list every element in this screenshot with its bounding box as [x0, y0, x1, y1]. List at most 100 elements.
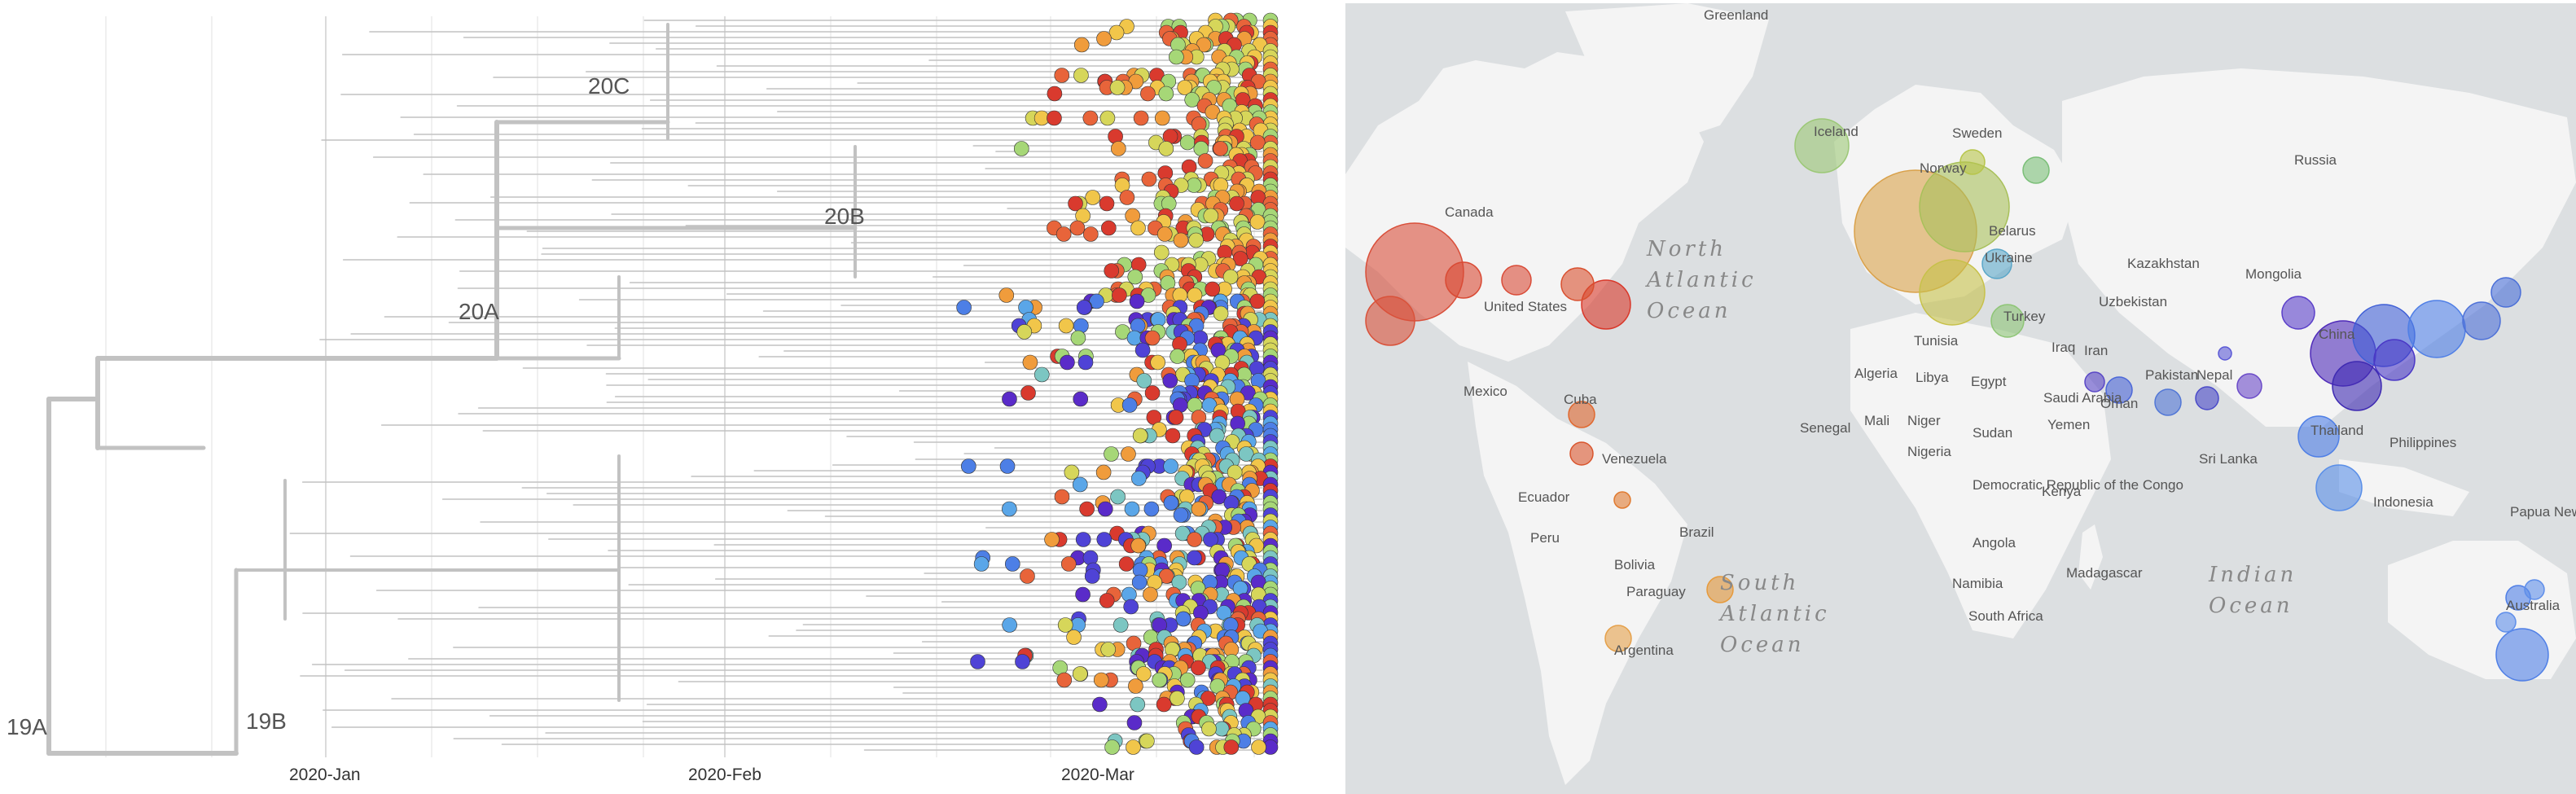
tip-node[interactable]	[1150, 354, 1165, 371]
tip-node[interactable]	[1170, 691, 1185, 706]
location-bubble[interactable]	[1569, 441, 1594, 466]
tip-node[interactable]	[1163, 458, 1178, 474]
tip-node[interactable]	[1128, 678, 1143, 694]
tip-node[interactable]	[1068, 195, 1083, 212]
location-bubble[interactable]	[1581, 279, 1631, 330]
tip-node[interactable]	[1187, 532, 1202, 547]
tip-node[interactable]	[1152, 672, 1168, 688]
tip-node[interactable]	[1121, 397, 1138, 413]
location-bubble[interactable]	[2524, 579, 2545, 600]
tip-node[interactable]	[1191, 660, 1206, 676]
tip-node[interactable]	[1015, 654, 1030, 669]
tip-node[interactable]	[1119, 190, 1135, 205]
tip-node[interactable]	[1109, 80, 1126, 95]
location-bubble[interactable]	[1568, 401, 1595, 428]
tip-node[interactable]	[1211, 489, 1227, 505]
location-bubble[interactable]	[2373, 339, 2416, 381]
tip-node[interactable]	[1173, 232, 1189, 248]
tip-node[interactable]	[1201, 721, 1217, 737]
tip-node[interactable]	[1175, 611, 1191, 627]
tip-node[interactable]	[1082, 110, 1099, 126]
phylogenetic-tree-panel[interactable]: 19A 19B 20A 20B 20C 2020-Jan 2020-Feb 20…	[0, 0, 1303, 794]
tip-node[interactable]	[1203, 208, 1219, 224]
tip-node[interactable]	[1070, 330, 1086, 346]
tip-node[interactable]	[1104, 446, 1119, 462]
tip-node[interactable]	[1126, 739, 1141, 755]
tip-node[interactable]	[1169, 49, 1184, 65]
tip-node[interactable]	[1072, 666, 1088, 682]
tip-node[interactable]	[1249, 293, 1266, 309]
world-map-panel[interactable]: Greenland Iceland Sweden Russia Canada N…	[1345, 3, 2576, 794]
tip-node[interactable]	[1104, 263, 1120, 279]
tip-node[interactable]	[1209, 428, 1225, 444]
location-bubble[interactable]	[2495, 628, 2549, 682]
tip-node[interactable]	[1251, 739, 1266, 755]
tip-node[interactable]	[1057, 617, 1073, 633]
tip-node[interactable]	[1054, 68, 1070, 83]
tip-node[interactable]	[1047, 110, 1062, 126]
tip-node[interactable]	[1154, 110, 1170, 126]
location-bubble[interactable]	[2332, 361, 2382, 411]
tip-node[interactable]	[1222, 269, 1239, 285]
tip-node[interactable]	[1130, 696, 1146, 713]
tip-node[interactable]	[999, 458, 1016, 474]
tip-node[interactable]	[1197, 153, 1213, 169]
tip-node[interactable]	[1223, 739, 1240, 755]
location-bubble[interactable]	[2022, 156, 2050, 184]
location-bubble[interactable]	[2105, 376, 2133, 404]
location-bubble[interactable]	[1706, 576, 1734, 603]
tip-node[interactable]	[1101, 220, 1117, 236]
tip-node[interactable]	[1133, 110, 1149, 126]
tip-node[interactable]	[1163, 495, 1179, 511]
location-bubble[interactable]	[2462, 301, 2501, 340]
tip-node[interactable]	[1136, 373, 1152, 388]
tip-node[interactable]	[1232, 251, 1249, 266]
tip-node[interactable]	[1022, 354, 1038, 371]
tip-node[interactable]	[1179, 134, 1196, 151]
tip-node[interactable]	[1191, 501, 1207, 517]
location-bubble[interactable]	[1990, 304, 2025, 338]
tip-node[interactable]	[960, 458, 976, 474]
tip-node[interactable]	[1112, 287, 1127, 303]
tip-node[interactable]	[1085, 190, 1101, 205]
tip-node[interactable]	[1077, 354, 1094, 371]
tip-node[interactable]	[1072, 476, 1088, 493]
location-bubble[interactable]	[2315, 464, 2363, 511]
tip-node[interactable]	[1115, 324, 1130, 340]
tip-node[interactable]	[1213, 305, 1229, 322]
tip-node[interactable]	[1156, 226, 1173, 242]
tip-node[interactable]	[1184, 92, 1200, 107]
tip-node[interactable]	[1238, 446, 1254, 462]
tip-node[interactable]	[1188, 232, 1204, 248]
location-bubble[interactable]	[1560, 267, 1595, 301]
tip-node[interactable]	[1249, 134, 1266, 151]
tip-node[interactable]	[1158, 86, 1174, 102]
tip-node[interactable]	[1153, 244, 1170, 261]
tip-node[interactable]	[1073, 391, 1089, 407]
tip-node[interactable]	[1158, 568, 1174, 584]
tip-node[interactable]	[1033, 366, 1050, 383]
location-bubble[interactable]	[2236, 373, 2262, 399]
tip-node[interactable]	[1124, 501, 1140, 517]
tip-node[interactable]	[1002, 391, 1017, 407]
tip-node[interactable]	[970, 654, 985, 669]
tip-node[interactable]	[1186, 178, 1202, 193]
tip-node[interactable]	[1099, 110, 1116, 126]
tip-node[interactable]	[1162, 373, 1178, 388]
tip-node[interactable]	[1129, 293, 1145, 309]
location-bubble[interactable]	[1613, 491, 1631, 509]
tip-node[interactable]	[1249, 214, 1266, 230]
tip-node[interactable]	[1089, 293, 1104, 309]
tip-node[interactable]	[1104, 739, 1120, 755]
tip-node[interactable]	[1134, 342, 1151, 358]
tip-node[interactable]	[1100, 642, 1117, 657]
tip-node[interactable]	[1060, 556, 1077, 572]
location-bubble[interactable]	[2407, 300, 2466, 358]
location-bubble[interactable]	[2297, 415, 2340, 458]
tip-node[interactable]	[1099, 593, 1115, 608]
tip-node[interactable]	[1097, 501, 1113, 517]
tip-node[interactable]	[1173, 507, 1189, 523]
tip-node[interactable]	[1099, 195, 1115, 212]
phylogenetic-tree[interactable]: 19A 19B 20A 20B 20C 2020-Jan 2020-Feb 20…	[0, 0, 1303, 794]
tip-node[interactable]	[1188, 739, 1205, 755]
